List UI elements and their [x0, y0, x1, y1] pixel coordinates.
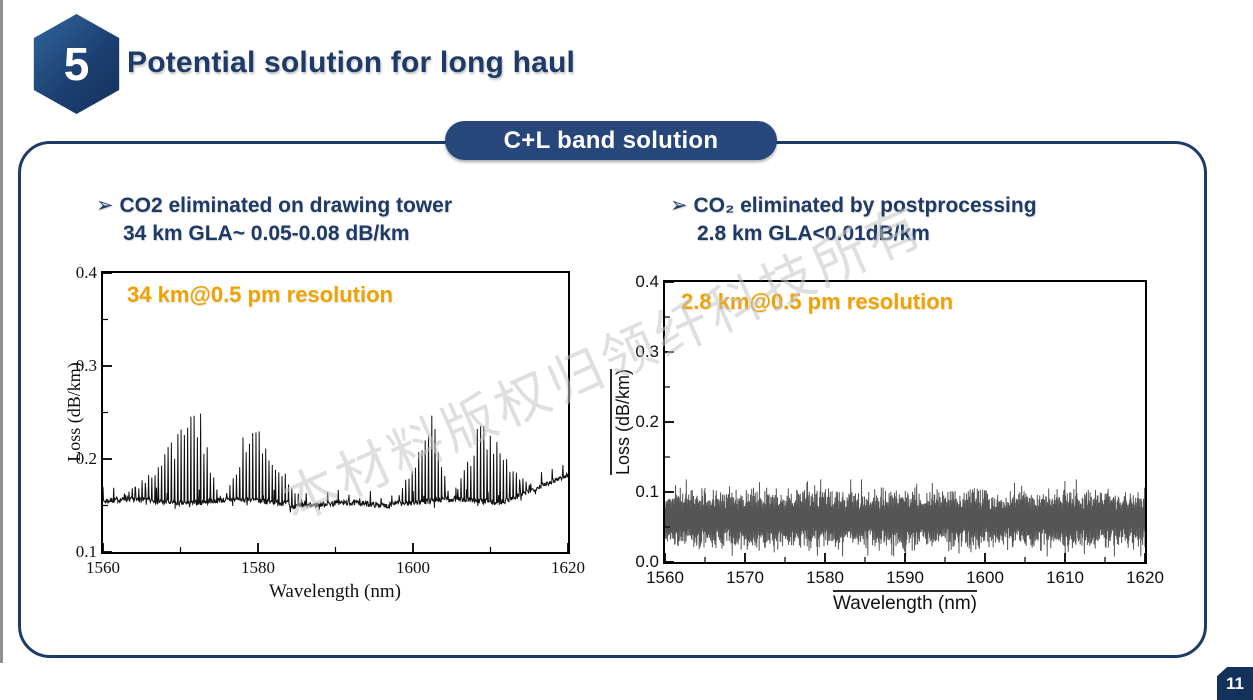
bullet-left-line1: ➢ CO2 eliminated on drawing tower	[96, 194, 452, 217]
bullet-arrow-icon: ➢	[96, 194, 114, 217]
page-title: Potential solution for long haul	[127, 46, 576, 79]
chart-left-frame: 34 km@0.5 pm resolution Wavelength (nm) …	[64, 263, 586, 602]
chart-left-title: 34 km@0.5 pm resolution	[127, 282, 393, 307]
x-tick-label: 1600	[966, 568, 1004, 587]
x-tick-label: 1620	[1126, 568, 1164, 587]
left-edge-line	[0, 0, 3, 663]
chart-right-plot	[665, 282, 1145, 562]
band-solution-label: C+L band solution	[503, 126, 719, 154]
bullet-right-line1: ➢ CO₂ eliminated by postprocessing	[670, 194, 1037, 217]
y-tick-label: 0.4	[635, 272, 659, 291]
x-tick-label: 1580	[806, 568, 844, 587]
y-tick-label: 0.4	[75, 263, 97, 282]
bullet-right-line2: 2.8 km GLA<0.01dB/km	[697, 222, 930, 245]
y-tick-label: 0.2	[635, 412, 659, 431]
band-solution-pill: C+L band solution	[445, 121, 777, 160]
x-tick-label: 1580	[241, 558, 275, 577]
y-tick-label: 0.2	[75, 449, 97, 468]
section-number-badge: 5	[33, 14, 120, 114]
y-tick-label: 0.3	[75, 356, 97, 375]
y-tick-label: 0.0	[635, 552, 659, 571]
x-tick-label: 1600	[396, 558, 430, 577]
x-tick-label: 1560	[646, 568, 684, 587]
chart-left-xaxis-title: Wavelength (nm)	[269, 581, 401, 602]
y-tick-label: 0.3	[635, 342, 659, 361]
x-tick-label: 1560	[86, 558, 120, 577]
bullet-left: ➢ CO2 eliminated on drawing tower 34 km …	[96, 192, 656, 248]
chart-right-title: 2.8 km@0.5 pm resolution	[681, 289, 954, 314]
bullet-left-line2: 34 km GLA~ 0.05-0.08 dB/km	[123, 222, 410, 245]
x-tick-label: 1620	[551, 558, 585, 577]
y-tick-label: 0.1	[75, 542, 97, 561]
x-tick-label: 1610	[1046, 568, 1084, 587]
chart-right-xaxis-title: Wavelength (nm)	[795, 590, 1015, 615]
bullet-arrow-icon: ➢	[670, 194, 688, 217]
x-tick-label: 1570	[726, 568, 764, 587]
page-number-badge: 11	[1217, 667, 1253, 700]
section-number: 5	[63, 38, 90, 90]
y-tick-label: 0.1	[635, 482, 659, 501]
chart-left-plot	[103, 273, 568, 552]
x-tick-label: 1590	[886, 568, 924, 587]
page-number: 11	[1226, 673, 1244, 693]
bullet-right: ➢ CO₂ eliminated by postprocessing 2.8 k…	[670, 192, 1170, 248]
chart-right-frame: 2.8 km@0.5 pm resolution Wavelength (nm)…	[610, 272, 1164, 614]
